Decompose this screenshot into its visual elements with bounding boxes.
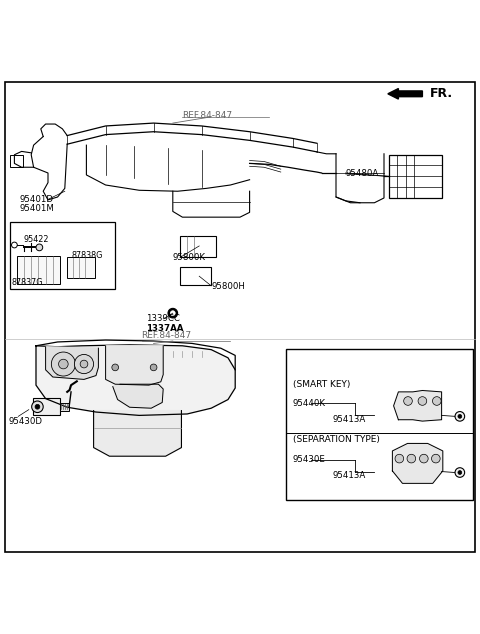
- Bar: [10, 155, 23, 167]
- Text: REF.84-847: REF.84-847: [182, 111, 232, 120]
- Text: 95422: 95422: [23, 235, 48, 243]
- Text: 95480A: 95480A: [346, 169, 379, 178]
- Text: 87838G: 87838G: [71, 251, 102, 260]
- Circle shape: [150, 364, 157, 371]
- Text: FR.: FR.: [430, 87, 453, 100]
- FancyArrow shape: [388, 89, 422, 99]
- Text: 1339CC: 1339CC: [146, 314, 180, 323]
- Text: 95401M: 95401M: [19, 204, 54, 213]
- Circle shape: [455, 411, 465, 421]
- Circle shape: [35, 404, 40, 409]
- Bar: [389, 155, 442, 198]
- Text: 95401D: 95401D: [19, 195, 53, 204]
- Bar: [107, 363, 162, 375]
- Polygon shape: [113, 384, 163, 408]
- Bar: [399, 403, 436, 417]
- Text: 1337AA: 1337AA: [146, 323, 184, 333]
- Circle shape: [36, 244, 43, 251]
- Text: 95430E: 95430E: [293, 455, 325, 464]
- Circle shape: [418, 397, 427, 405]
- Text: REF.84-847: REF.84-847: [142, 331, 192, 340]
- Bar: [403, 468, 432, 478]
- Bar: [180, 236, 216, 257]
- Circle shape: [420, 455, 428, 463]
- Circle shape: [112, 364, 119, 371]
- Polygon shape: [36, 345, 235, 415]
- Bar: [286, 349, 473, 500]
- Circle shape: [404, 397, 412, 405]
- Text: 87837G: 87837G: [12, 278, 44, 287]
- Polygon shape: [394, 391, 442, 421]
- Circle shape: [170, 311, 175, 316]
- Bar: [10, 222, 115, 289]
- Text: 95440K: 95440K: [293, 399, 326, 408]
- Circle shape: [432, 397, 441, 405]
- Polygon shape: [392, 443, 443, 483]
- Circle shape: [74, 354, 94, 373]
- Text: 95413A: 95413A: [332, 415, 365, 424]
- Circle shape: [395, 455, 404, 463]
- Polygon shape: [106, 346, 163, 385]
- Bar: [67, 257, 95, 278]
- Circle shape: [458, 470, 462, 474]
- Circle shape: [407, 455, 416, 463]
- Bar: [17, 256, 60, 285]
- Bar: [107, 349, 162, 363]
- Text: 95413A: 95413A: [332, 471, 365, 480]
- Circle shape: [455, 468, 465, 477]
- Circle shape: [168, 308, 178, 318]
- Bar: [180, 267, 211, 285]
- Circle shape: [51, 352, 75, 376]
- Text: 95430D: 95430D: [9, 417, 43, 426]
- Circle shape: [80, 360, 88, 368]
- Circle shape: [32, 401, 43, 413]
- Bar: [33, 398, 60, 415]
- Text: (SEPARATION TYPE): (SEPARATION TYPE): [293, 436, 380, 444]
- Polygon shape: [46, 347, 98, 379]
- Circle shape: [59, 359, 68, 369]
- Polygon shape: [94, 411, 181, 456]
- Text: 95800H: 95800H: [211, 281, 245, 291]
- Text: 95800K: 95800K: [173, 253, 206, 262]
- Bar: [60, 403, 69, 411]
- Text: (SMART KEY): (SMART KEY): [293, 380, 350, 389]
- Circle shape: [458, 415, 462, 418]
- Circle shape: [432, 455, 440, 463]
